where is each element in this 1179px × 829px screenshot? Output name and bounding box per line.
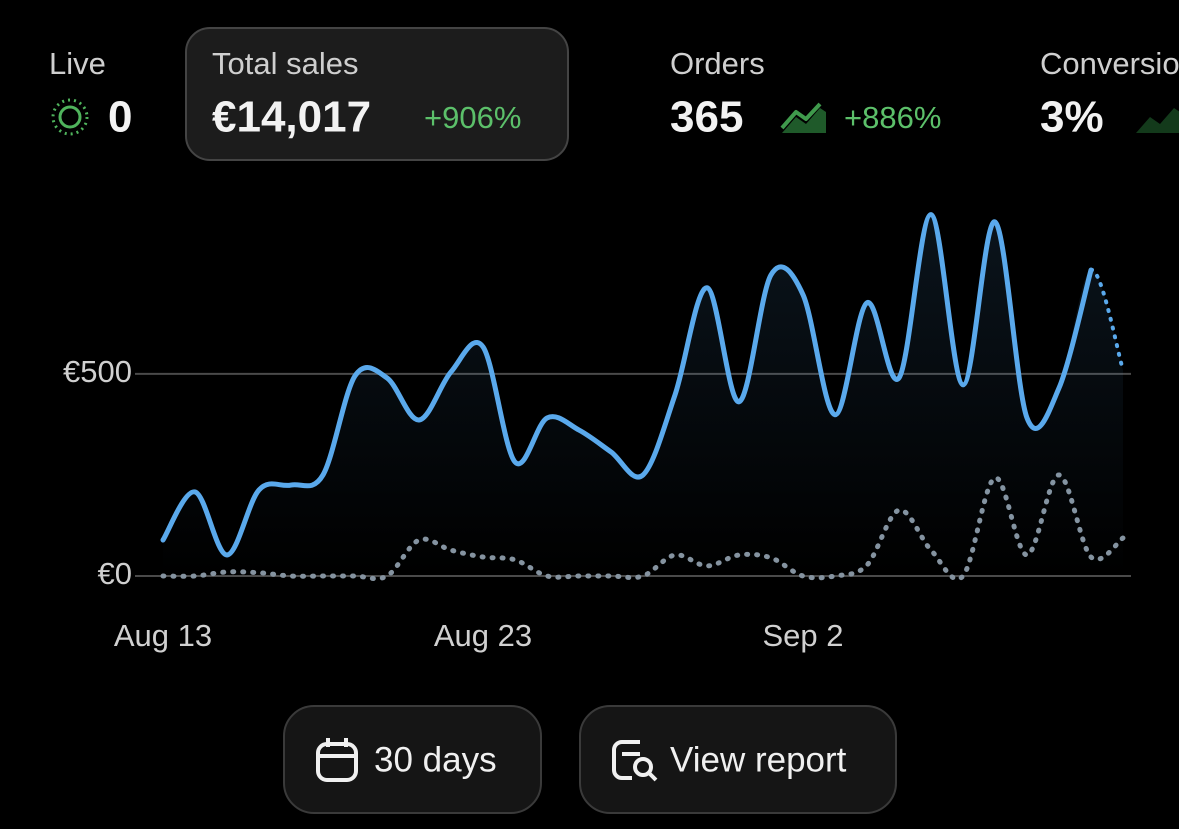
metric-label: Total sales [212, 46, 358, 81]
trend-icon [1136, 108, 1179, 133]
button[interactable]: 30 days [283, 705, 542, 814]
button[interactable]: View report [579, 705, 897, 814]
area [163, 214, 1123, 576]
metric-label: Orders [670, 46, 765, 81]
x-tick-label: Sep 2 [762, 618, 843, 653]
metric-value: 0 [108, 93, 132, 142]
calendar-icon [316, 738, 358, 782]
chart: €0 €500 Aug 13 Aug 23 Sep 2 [63, 212, 1131, 653]
button-label: 30 days [374, 740, 497, 779]
x-tick-label: Aug 13 [114, 618, 212, 653]
metric-label: Conversion [1040, 46, 1179, 81]
metric-card[interactable] [185, 27, 569, 161]
button-label: View report [670, 740, 847, 779]
metric-change: +886% [844, 100, 941, 135]
y-tick-label: €0 [98, 556, 132, 591]
metric-value: 365 [670, 93, 743, 142]
x-tick-label: Aug 23 [434, 618, 532, 653]
trend-icon [780, 102, 826, 133]
line [160, 212, 1094, 558]
partial-line [1089, 268, 1125, 372]
live-icon [51, 98, 89, 136]
metric-change: +906% [424, 100, 521, 135]
y-tick-label: €500 [63, 354, 132, 389]
report-icon [612, 740, 658, 782]
metric-label: Live [49, 46, 106, 81]
metric-value: €14,017 [212, 93, 371, 142]
metric-value: 3% [1040, 93, 1104, 142]
